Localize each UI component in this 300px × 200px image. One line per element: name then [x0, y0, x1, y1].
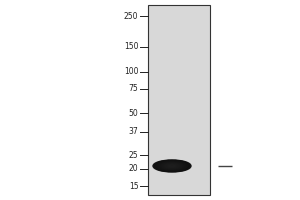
- Text: 75: 75: [129, 84, 139, 93]
- Text: 25: 25: [129, 151, 139, 160]
- Text: 37: 37: [129, 127, 139, 136]
- Ellipse shape: [167, 164, 177, 168]
- Ellipse shape: [158, 162, 186, 170]
- Text: 250: 250: [124, 12, 139, 21]
- Text: 100: 100: [124, 67, 139, 76]
- Ellipse shape: [154, 160, 190, 172]
- Ellipse shape: [160, 162, 183, 170]
- Ellipse shape: [153, 160, 191, 172]
- Ellipse shape: [166, 164, 178, 168]
- Ellipse shape: [169, 165, 175, 167]
- Ellipse shape: [168, 165, 176, 167]
- Ellipse shape: [164, 164, 180, 168]
- Ellipse shape: [159, 162, 185, 170]
- Text: 50: 50: [129, 109, 139, 118]
- Ellipse shape: [155, 161, 188, 171]
- Bar: [148, 5, 210, 195]
- Text: 20: 20: [129, 164, 139, 173]
- Ellipse shape: [163, 163, 181, 169]
- Text: 15: 15: [129, 182, 139, 191]
- Ellipse shape: [157, 161, 187, 171]
- Text: 150: 150: [124, 42, 139, 51]
- Ellipse shape: [162, 163, 182, 169]
